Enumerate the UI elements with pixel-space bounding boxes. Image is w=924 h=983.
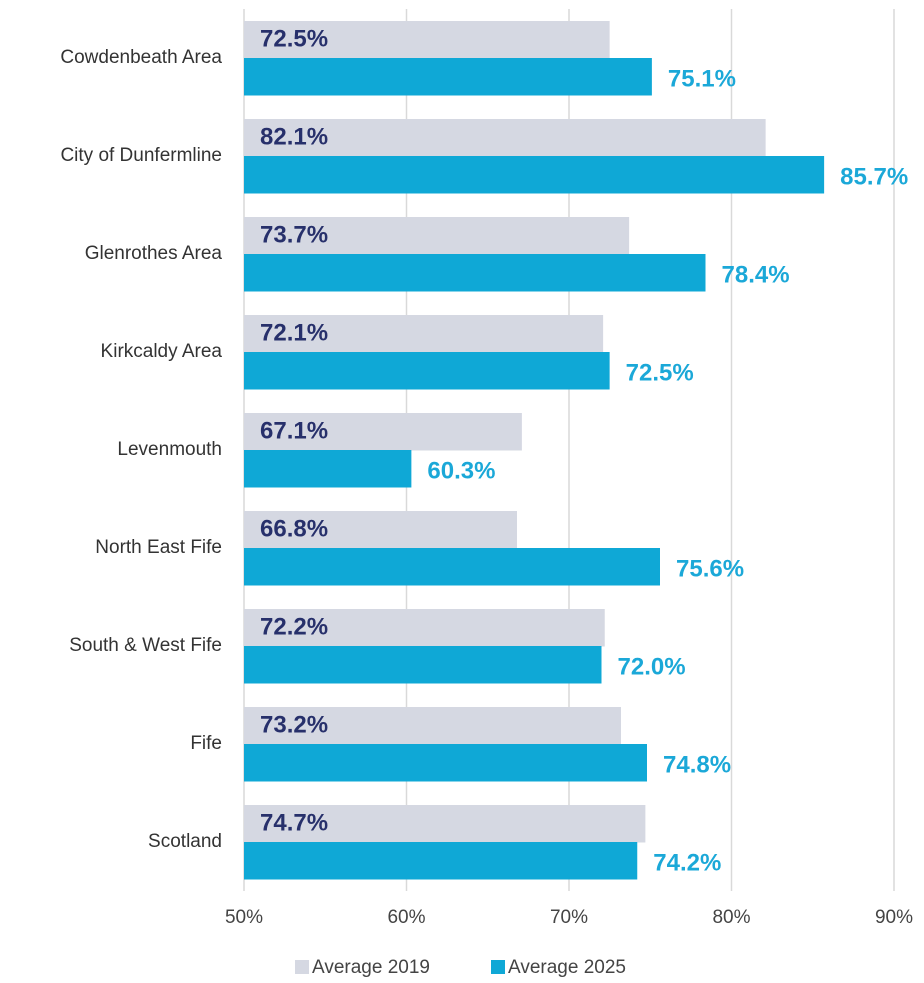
bar	[244, 254, 706, 292]
bar	[244, 805, 646, 843]
value-label: 74.7%	[260, 809, 328, 836]
value-label: 72.5%	[260, 25, 328, 52]
value-label: 75.1%	[668, 65, 736, 92]
bar	[244, 119, 766, 157]
value-label: 72.2%	[260, 613, 328, 640]
x-tick-label: 90%	[875, 907, 913, 928]
x-tick-label: 60%	[387, 907, 425, 928]
bar	[244, 58, 652, 96]
value-label: 85.7%	[840, 163, 908, 190]
value-label: 75.6%	[676, 555, 744, 582]
bar	[244, 352, 610, 390]
bar	[244, 842, 638, 880]
bar	[244, 315, 604, 353]
value-label: 66.8%	[260, 515, 328, 542]
x-tick-label: 50%	[225, 907, 263, 928]
bar	[244, 217, 630, 255]
legend-label: Average 2019	[312, 957, 430, 978]
value-label: 60.3%	[427, 457, 495, 484]
value-label: 74.2%	[653, 849, 721, 876]
category-label: Kirkcaldy Area	[101, 341, 223, 362]
bar	[244, 646, 602, 684]
bar	[244, 609, 605, 647]
x-tick-label: 70%	[550, 907, 588, 928]
category-label: North East Fife	[95, 537, 222, 558]
category-label: South & West Fife	[69, 635, 222, 656]
category-label: Levenmouth	[117, 439, 222, 460]
value-label: 82.1%	[260, 123, 328, 150]
bar	[244, 413, 522, 451]
value-label: 73.7%	[260, 221, 328, 248]
category-label: City of Dunfermline	[60, 145, 222, 166]
legend-label: Average 2025	[508, 957, 626, 978]
bar	[244, 511, 517, 549]
value-label: 67.1%	[260, 417, 328, 444]
bar	[244, 707, 621, 745]
legend-swatch	[295, 960, 309, 974]
value-label: 78.4%	[722, 261, 790, 288]
legend-swatch	[491, 960, 505, 974]
value-label: 72.0%	[618, 653, 686, 680]
value-label: 73.2%	[260, 711, 328, 738]
value-label: 72.5%	[626, 359, 694, 386]
category-label: Glenrothes Area	[85, 243, 223, 264]
bar	[244, 744, 647, 782]
value-label: 72.1%	[260, 319, 328, 346]
category-label: Fife	[190, 733, 222, 754]
bar	[244, 450, 412, 488]
x-tick-label: 80%	[712, 907, 750, 928]
bar	[244, 156, 825, 194]
category-label: Scotland	[148, 831, 222, 852]
category-label: Cowdenbeath Area	[60, 47, 222, 68]
bar	[244, 548, 660, 586]
bar	[244, 21, 610, 59]
value-label: 74.8%	[663, 751, 731, 778]
